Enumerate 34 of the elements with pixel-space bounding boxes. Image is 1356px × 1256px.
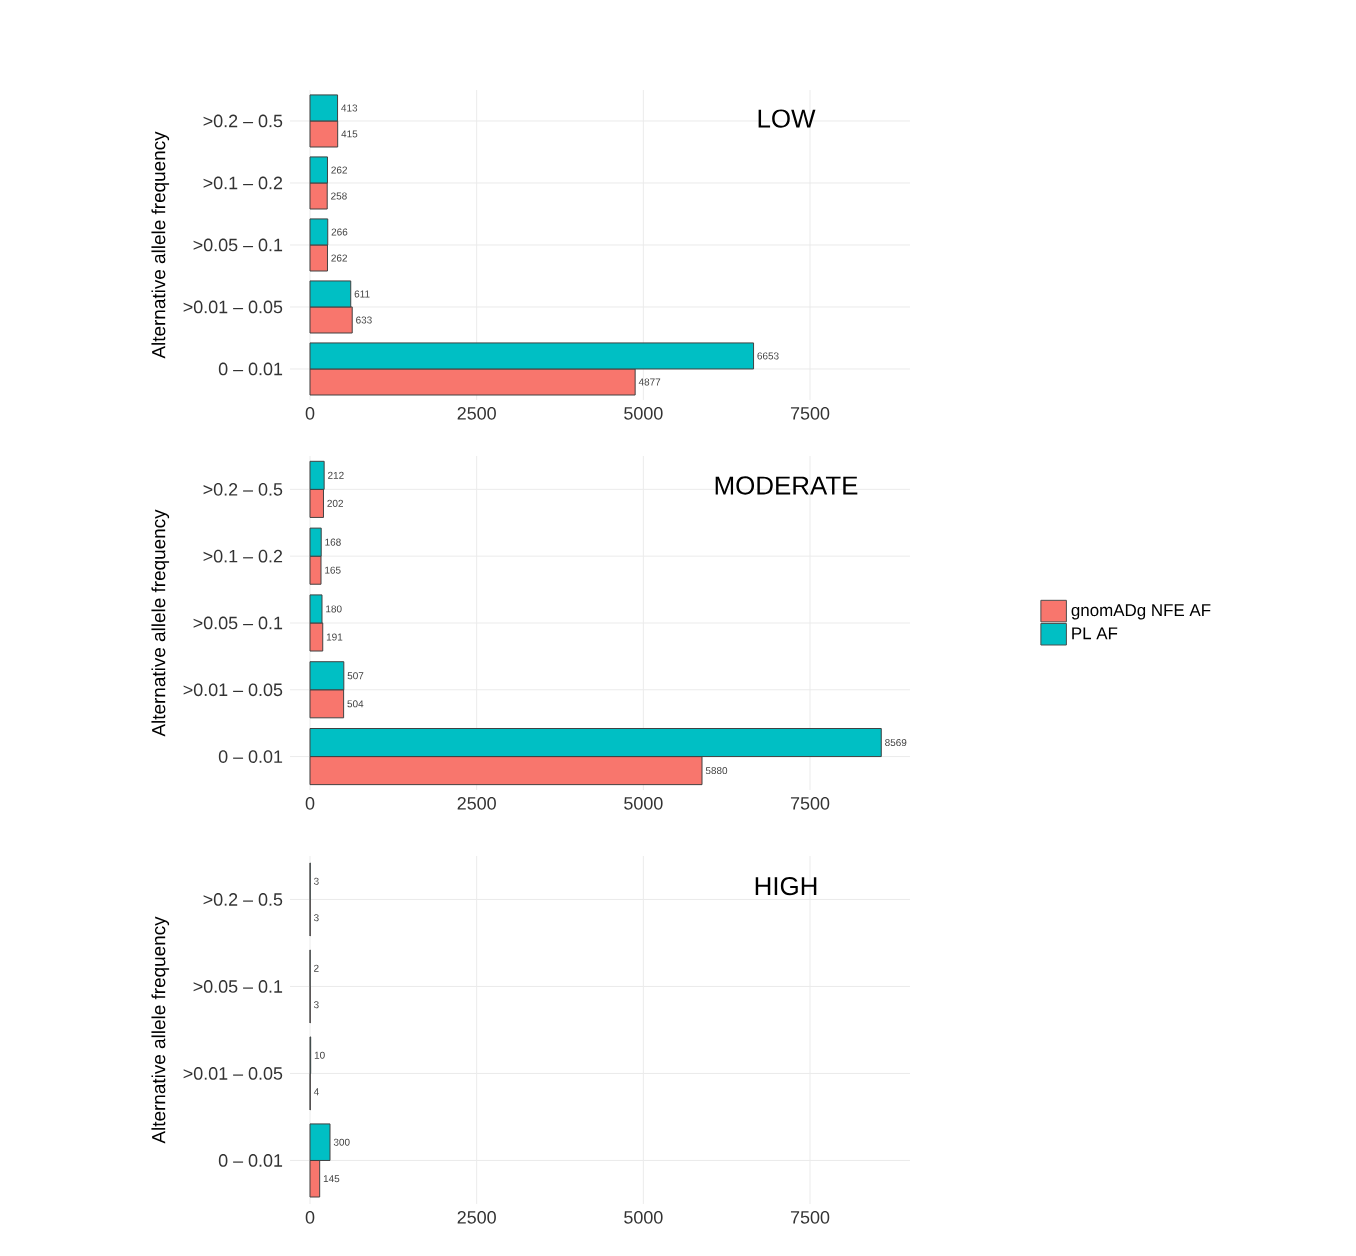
- y-tick-label: 0 – 0.01: [218, 750, 283, 763]
- x-tick-label: 0: [305, 407, 315, 420]
- x-tick-label: 2500: [457, 407, 496, 420]
- x-tick-label: 2500: [457, 1211, 496, 1224]
- y-tick-label: 0 – 0.01: [218, 362, 283, 376]
- x-tick-label: 7500: [790, 407, 830, 420]
- x-tick-label: 0: [305, 797, 315, 810]
- y-axis-title: Alternative allele frequency: [151, 916, 170, 1144]
- y-tick-label: >0.05 – 0.1: [193, 980, 283, 993]
- y-tick-label: >0.2 – 0.5: [203, 893, 283, 906]
- y-axis-title: Alternative allele frequency: [151, 509, 170, 737]
- text: HIGH: [755, 876, 817, 896]
- x-tick-label: 5000: [624, 797, 663, 810]
- legend-label: PL AF: [1072, 627, 1118, 640]
- y-tick-label: >0.01 – 0.05: [183, 300, 283, 314]
- x-tick-label: 2500: [457, 797, 496, 810]
- y-tick-label: >0.1 – 0.2: [203, 549, 283, 563]
- y-tick-label: >0.05 – 0.1: [193, 238, 283, 252]
- text: LOW: [758, 109, 816, 128]
- text: MODERATE: [715, 476, 858, 495]
- y-tick-label: >0.1 – 0.2: [203, 176, 283, 190]
- x-tick-label: 7500: [790, 797, 830, 810]
- x-tick-label: 7500: [790, 1211, 830, 1224]
- y-axis-title: Alternative allele frequency: [151, 131, 170, 359]
- x-tick-label: 5000: [624, 407, 663, 420]
- y-tick-label: 0 – 0.01: [218, 1154, 283, 1167]
- y-tick-label: >0.05 – 0.1: [193, 616, 283, 630]
- x-tick-label: 0: [305, 1211, 315, 1224]
- legend-label: gnomADg NFE AF: [1071, 604, 1211, 620]
- y-tick-label: >0.01 – 0.05: [183, 683, 283, 697]
- y-tick-label: >0.01 – 0.05: [183, 1067, 283, 1080]
- x-tick-label: 5000: [624, 1211, 663, 1224]
- y-tick-label: >0.2 – 0.5: [203, 114, 283, 128]
- y-tick-label: >0.2 – 0.5: [203, 483, 283, 496]
